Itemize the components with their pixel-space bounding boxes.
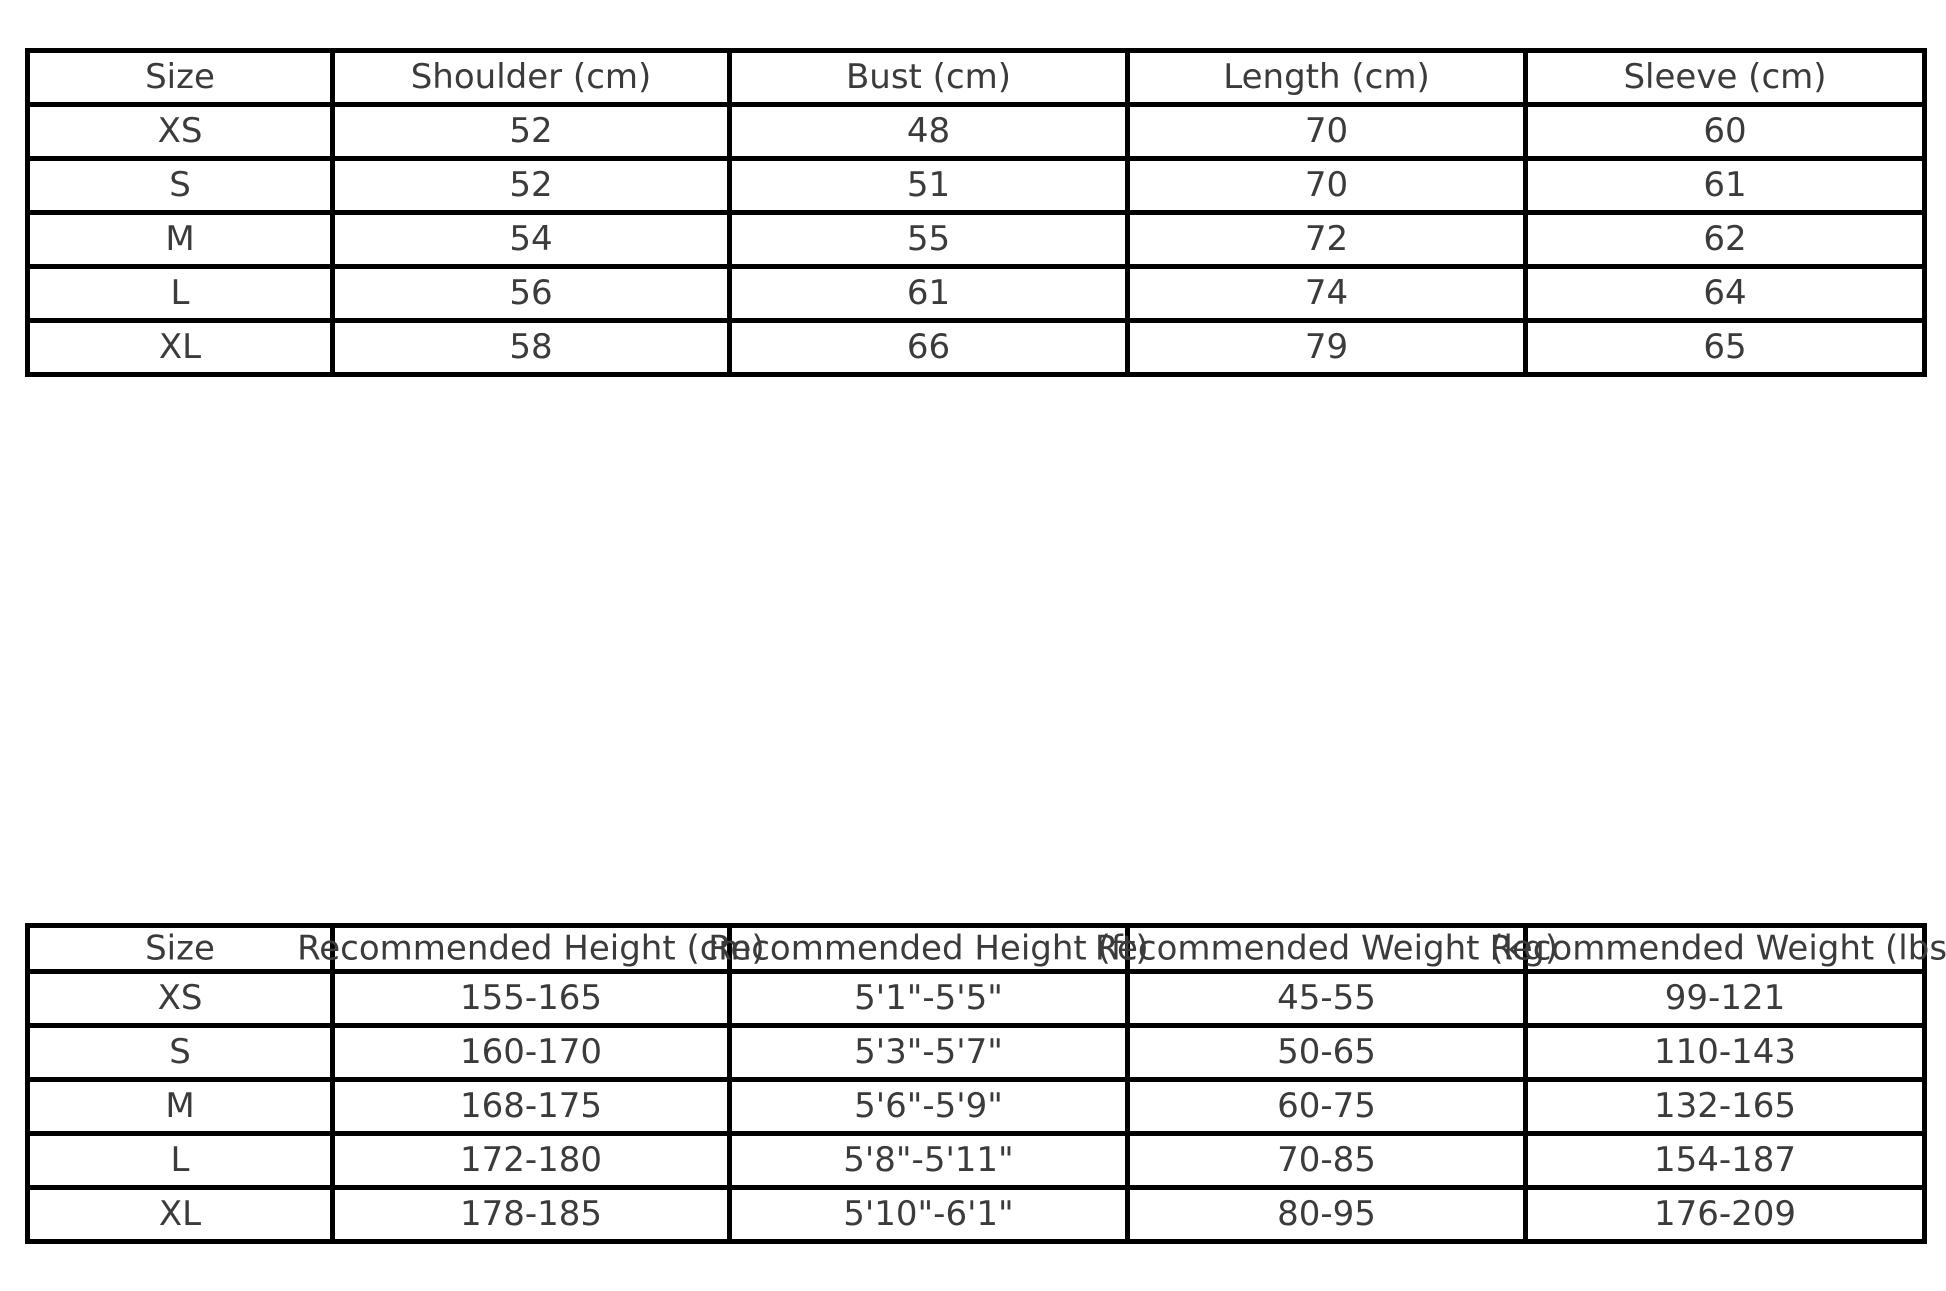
cell-height-ft: 5'3"-5'7" [727, 1023, 1130, 1082]
cell-height-cm: 168-175 [330, 1077, 732, 1136]
cell-bust: 66 [727, 318, 1130, 377]
cell-shoulder: 58 [330, 318, 732, 377]
cell-bust: 55 [727, 210, 1130, 269]
header-bust: Bust (cm) [727, 48, 1130, 107]
cell-weight-lbs: 132-165 [1523, 1077, 1927, 1136]
cell-sleeve: 64 [1523, 264, 1927, 323]
header-recommended-weight-lbs: Recommended Weight (lbs) [1490, 923, 1946, 974]
size-table-row-s: S 52 51 70 61 [25, 156, 1927, 215]
header-shoulder: Shoulder (cm) [330, 48, 732, 107]
size-table-row-m: M 54 55 72 62 [25, 210, 1927, 269]
fit-table-row-l: L 172-180 5'8"-5'11" 70-85 154-187 [25, 1131, 1927, 1190]
cell-size: M [25, 210, 335, 269]
header-size: Size [25, 48, 335, 107]
cell-weight-lbs: 110-143 [1523, 1023, 1927, 1082]
cell-weight-kg: 60-75 [1125, 1077, 1528, 1136]
fit-table-row-xs: XS 155-165 5'1"-5'5" 45-55 99-121 [25, 969, 1927, 1028]
cell-bust: 48 [727, 102, 1130, 161]
cell-sleeve: 65 [1523, 318, 1927, 377]
header-length: Length (cm) [1125, 48, 1528, 107]
cell-length: 79 [1125, 318, 1528, 377]
fit-table-row-xl: XL 178-185 5'10"-6'1" 80-95 176-209 [25, 1185, 1927, 1244]
header-size-label: Size [145, 927, 215, 968]
cell-size: XS [25, 102, 335, 161]
header-recommended-weight-lbs-label: Recommended Weight (lbs) [1489, 927, 1946, 968]
cell-height-cm: 155-165 [330, 969, 732, 1028]
cell-size: XL [25, 1185, 335, 1244]
cell-height-cm: 160-170 [330, 1023, 732, 1082]
header-recommended-height-cm: Recommended Height (cm) [297, 923, 765, 974]
header-recommended-height-ft-label: Recommended Height (ft) [708, 927, 1149, 968]
size-table-row-l: L 56 61 74 64 [25, 264, 1927, 323]
cell-shoulder: 52 [330, 102, 732, 161]
cell-size: L [25, 1131, 335, 1190]
cell-sleeve: 62 [1523, 210, 1927, 269]
cell-shoulder: 54 [330, 210, 732, 269]
size-table-header-row: Size Shoulder (cm) Bust (cm) Length (cm)… [25, 48, 1927, 107]
cell-weight-lbs: 176-209 [1523, 1185, 1927, 1244]
cell-size: M [25, 1077, 335, 1136]
cell-length: 74 [1125, 264, 1528, 323]
cell-weight-kg: 50-65 [1125, 1023, 1528, 1082]
cell-weight-kg: 80-95 [1125, 1185, 1528, 1244]
cell-length: 72 [1125, 210, 1528, 269]
size-table-row-xs: XS 52 48 70 60 [25, 102, 1927, 161]
fit-table-row-s: S 160-170 5'3"-5'7" 50-65 110-143 [25, 1023, 1927, 1082]
cell-shoulder: 52 [330, 156, 732, 215]
cell-height-ft: 5'1"-5'5" [727, 969, 1130, 1028]
header-recommended-weight-kg-label: Recommended Weight (kg) [1094, 927, 1559, 968]
cell-weight-kg: 45-55 [1125, 969, 1528, 1028]
header-size: Size [25, 923, 335, 974]
cell-bust: 61 [727, 264, 1130, 323]
cell-size: L [25, 264, 335, 323]
cell-bust: 51 [727, 156, 1130, 215]
cell-height-ft: 5'8"-5'11" [727, 1131, 1130, 1190]
header-sleeve: Sleeve (cm) [1523, 48, 1927, 107]
fit-table-row-m: M 168-175 5'6"-5'9" 60-75 132-165 [25, 1077, 1927, 1136]
cell-length: 70 [1125, 156, 1528, 215]
cell-height-ft: 5'10"-6'1" [727, 1185, 1130, 1244]
cell-weight-lbs: 154-187 [1523, 1131, 1927, 1190]
header-recommended-height-cm-label: Recommended Height (cm) [297, 927, 765, 968]
cell-size: XS [25, 969, 335, 1028]
cell-size: XL [25, 318, 335, 377]
cell-weight-lbs: 99-121 [1523, 969, 1927, 1028]
header-recommended-weight-kg: Recommended Weight (kg) [1095, 923, 1558, 974]
cell-sleeve: 61 [1523, 156, 1927, 215]
cell-shoulder: 56 [330, 264, 732, 323]
size-table-row-xl: XL 58 66 79 65 [25, 318, 1927, 377]
cell-size: S [25, 1023, 335, 1082]
cell-height-cm: 178-185 [330, 1185, 732, 1244]
cell-sleeve: 60 [1523, 102, 1927, 161]
fit-recommendation-table: Size Recommended Height (cm) Recommended… [25, 923, 1946, 1244]
cell-size: S [25, 156, 335, 215]
cell-height-cm: 172-180 [330, 1131, 732, 1190]
cell-weight-kg: 70-85 [1125, 1131, 1528, 1190]
cell-height-ft: 5'6"-5'9" [727, 1077, 1130, 1136]
cell-length: 70 [1125, 102, 1528, 161]
header-recommended-height-ft: Recommended Height (ft) [708, 923, 1149, 974]
fit-table-header-row: Size Recommended Height (cm) Recommended… [25, 923, 1946, 974]
size-measurements-table: Size Shoulder (cm) Bust (cm) Length (cm)… [25, 48, 1927, 377]
